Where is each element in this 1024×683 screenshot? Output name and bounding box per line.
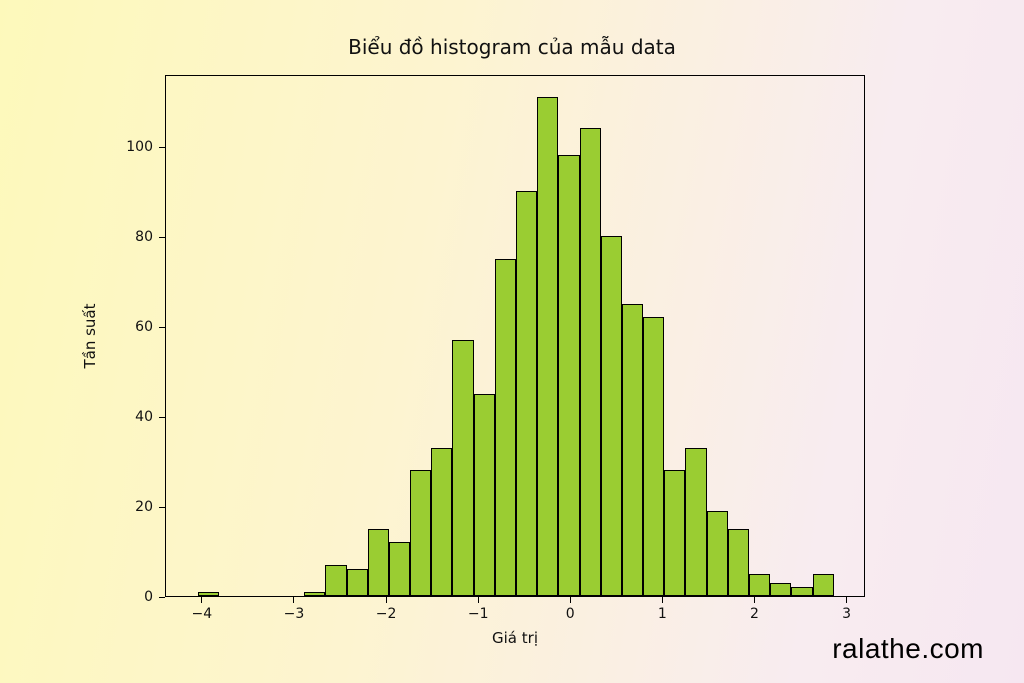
histogram-bar — [495, 259, 516, 597]
histogram-bar — [537, 97, 558, 597]
y-tick-mark — [159, 507, 165, 508]
histogram-bar — [813, 574, 834, 597]
x-tick-label: 0 — [566, 606, 575, 622]
histogram-bar — [516, 191, 537, 596]
histogram-bar — [791, 587, 812, 596]
y-tick-label: 100 — [119, 139, 153, 155]
histogram-bar — [389, 542, 410, 596]
plot-area — [165, 75, 865, 597]
y-tick-label: 40 — [119, 409, 153, 425]
x-tick-label: 2 — [750, 606, 759, 622]
y-tick-mark — [159, 147, 165, 148]
histogram-bar — [728, 529, 749, 597]
histogram-bar — [325, 565, 346, 597]
x-tick-label: −1 — [468, 606, 489, 622]
histogram-bar — [452, 340, 473, 597]
histogram-bar — [431, 448, 452, 597]
histogram-chart: Biểu đồ histogram của mẫu data Giá trị T… — [0, 0, 1024, 683]
histogram-bar — [770, 583, 791, 597]
histogram-bar — [368, 529, 389, 597]
x-tick-label: 1 — [658, 606, 667, 622]
y-tick-mark — [159, 327, 165, 328]
x-tick-mark — [846, 597, 847, 603]
histogram-bar — [347, 569, 368, 596]
watermark: ralathe.com — [832, 633, 984, 665]
x-axis-label: Giá trị — [492, 629, 538, 647]
histogram-bar — [580, 128, 601, 596]
y-tick-label: 0 — [119, 589, 153, 605]
x-tick-mark — [662, 597, 663, 603]
histogram-bar — [304, 592, 325, 597]
histogram-bar — [410, 470, 431, 596]
x-tick-label: −2 — [376, 606, 397, 622]
histogram-bar — [622, 304, 643, 597]
y-tick-label: 60 — [119, 319, 153, 335]
chart-title: Biểu đồ histogram của mẫu data — [0, 35, 1024, 59]
histogram-bar — [601, 236, 622, 596]
x-tick-mark — [386, 597, 387, 603]
y-tick-label: 20 — [119, 499, 153, 515]
x-tick-mark — [570, 597, 571, 603]
y-tick-mark — [159, 237, 165, 238]
histogram-bar — [664, 470, 685, 596]
histogram-bar — [685, 448, 706, 597]
x-tick-mark — [478, 597, 479, 603]
histogram-bar — [474, 394, 495, 597]
x-tick-mark — [293, 597, 294, 603]
x-tick-mark — [754, 597, 755, 603]
histogram-bar — [643, 317, 664, 596]
histogram-bar — [749, 574, 770, 597]
histogram-bar — [198, 592, 219, 597]
x-tick-label: 3 — [842, 606, 851, 622]
histogram-bar — [558, 155, 579, 596]
x-tick-label: −4 — [192, 606, 213, 622]
x-tick-mark — [201, 597, 202, 603]
y-tick-mark — [159, 417, 165, 418]
x-tick-label: −3 — [284, 606, 305, 622]
bars-layer — [166, 76, 864, 596]
y-tick-label: 80 — [119, 229, 153, 245]
y-tick-mark — [159, 597, 165, 598]
histogram-bar — [707, 511, 728, 597]
y-axis-label: Tần suất — [81, 303, 99, 368]
